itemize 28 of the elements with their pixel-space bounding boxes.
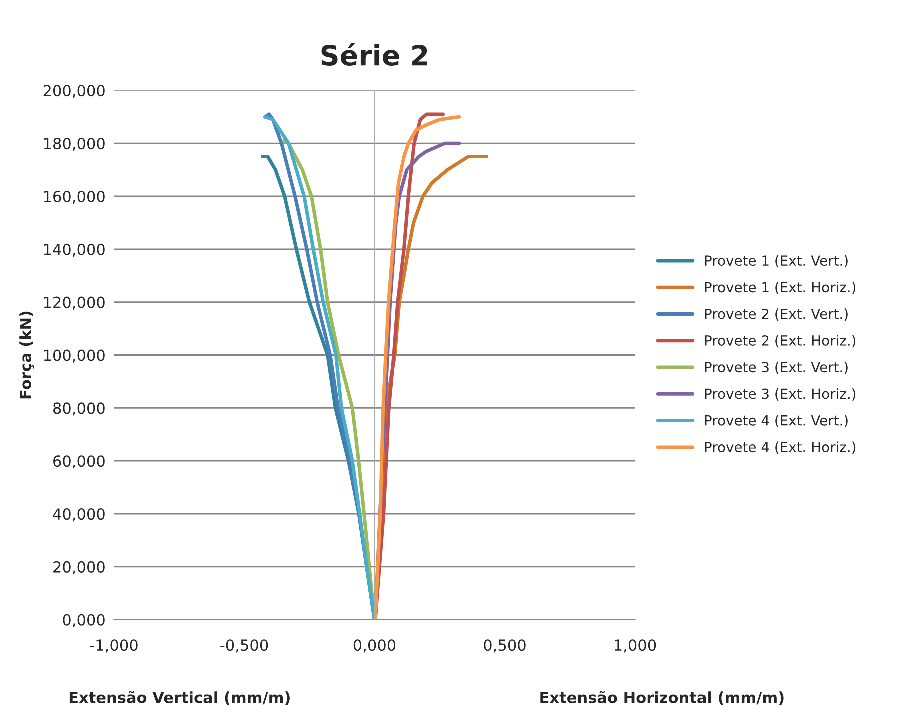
x-axis-title: Extensão Vertical (mm/m)	[70, 691, 290, 706]
y-tick-label: 200,000	[44, 85, 105, 98]
legend-label: Provete 4 (Ext. Horiz.)	[705, 442, 856, 454]
legend-label: Provete 4 (Ext. Vert.)	[705, 415, 848, 428]
x-tick-label: 1,000	[615, 640, 656, 653]
x-tick-label: -1,000	[90, 640, 138, 653]
x-tick-label: 0,500	[484, 640, 526, 653]
y-tick-label: 180,000	[44, 138, 105, 152]
text: Extensão Horizontal (mm/m)	[540, 691, 784, 706]
legend-label: Provete 2 (Ext. Horiz.)	[705, 335, 856, 348]
y-tick-label: 20,000	[54, 561, 105, 575]
y-tick-label: 160,000	[44, 190, 105, 204]
legend-label: Provete 3 (Ext. Vert.)	[705, 362, 848, 374]
y-axis-title: Força (kN)	[20, 312, 34, 399]
y-tick-label: 40,000	[53, 508, 105, 522]
y-tick-label: 80,000	[53, 402, 105, 416]
y-tick-label: 60,000	[54, 456, 105, 469]
y-tick-label: 120,000	[44, 296, 105, 310]
legend-label: Provete 3 (Ext. Horiz.)	[705, 388, 856, 401]
x-tick-label: -0,500	[220, 640, 268, 653]
chart-title: Série 2	[322, 43, 428, 66]
y-tick-label: 100,000	[44, 350, 105, 363]
legend-label: Provete 1 (Ext. Vert.)	[705, 255, 848, 268]
legend-label: Provete 1 (Ext. Horiz.)	[705, 282, 856, 294]
y-tick-label: 0,000	[63, 614, 105, 628]
legend-label: Provete 2 (Ext. Vert.)	[705, 308, 848, 321]
x-tick-label: 0,000	[354, 640, 396, 653]
y-tick-label: 140,000	[44, 244, 105, 257]
